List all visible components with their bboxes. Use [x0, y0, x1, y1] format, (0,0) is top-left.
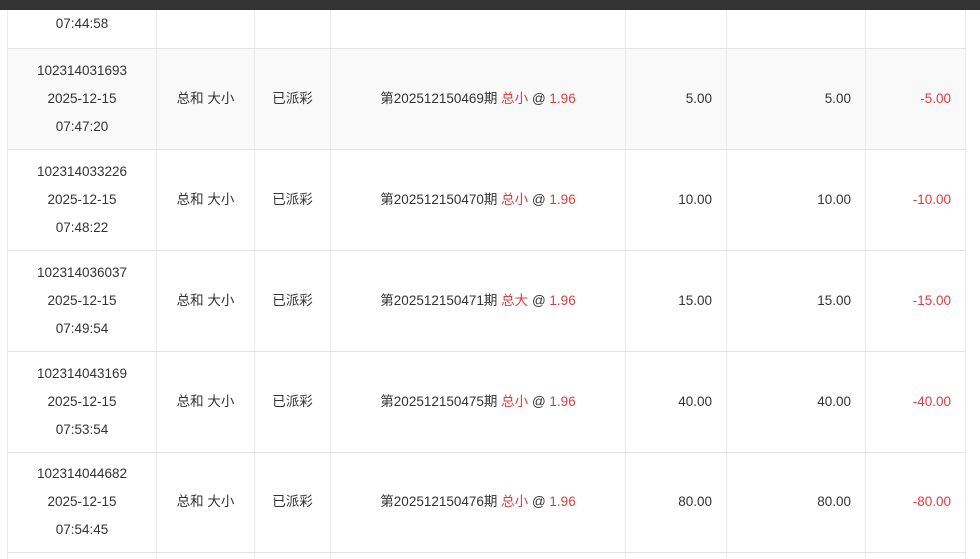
order-time: 07:53:54: [55, 421, 109, 437]
table-row[interactable]: [7, 552, 966, 559]
play-type-cell: [156, 552, 255, 559]
bet-amount-cell: 10.00: [625, 149, 727, 251]
bet-detail-cell: 第202512150475期 总小 @ 1.96: [330, 351, 626, 453]
play-type-cell: 总和 大小: [156, 250, 255, 352]
profit-cell: -80.00: [865, 452, 966, 553]
order-date: 2025-12-15: [47, 494, 117, 509]
valid-amount-cell: 5.00: [726, 48, 866, 150]
order-cell: 07:44:58: [7, 10, 157, 49]
profit-cell: -15.00: [865, 250, 966, 352]
at-symbol: @: [531, 292, 546, 308]
valid-amount-cell: 15.00: [726, 250, 866, 352]
at-symbol: @: [531, 191, 546, 207]
bet-detail-cell: [330, 552, 626, 559]
issue-label: 第202512150476期: [380, 494, 498, 509]
bet-history-table: 07:44:58 102314031693 2025-12-15 07:47:2…: [7, 10, 966, 559]
at-symbol: @: [531, 393, 546, 409]
table-row[interactable]: 07:44:58: [7, 10, 966, 49]
valid-amount-cell: 40.00: [726, 351, 866, 453]
status-cell: 已派彩: [254, 149, 331, 251]
order-date: 2025-12-15: [47, 393, 117, 409]
table-row[interactable]: 102314036037 2025-12-15 07:49:54 总和 大小 已…: [7, 250, 966, 352]
order-cell: 102314033226 2025-12-15 07:48:22: [7, 149, 157, 251]
order-time: 07:44:58: [55, 16, 109, 31]
bet-history-table-container[interactable]: 07:44:58 102314031693 2025-12-15 07:47:2…: [0, 10, 980, 559]
at-symbol: @: [531, 494, 546, 509]
bet-amount-cell: 80.00: [625, 452, 727, 553]
valid-amount-cell: [726, 10, 866, 49]
bet-amount-cell: 15.00: [625, 250, 727, 352]
valid-amount-cell: 80.00: [726, 452, 866, 553]
play-type-cell: 总和 大小: [156, 452, 255, 553]
status-cell: 已派彩: [254, 48, 331, 150]
bet-pick: 总小: [501, 393, 529, 409]
status-cell: [254, 10, 331, 49]
issue-label: 第202512150471期: [380, 292, 498, 308]
odds-value: 1.96: [549, 393, 576, 409]
issue-label: 第202512150470期: [380, 191, 498, 207]
odds-value: 1.96: [549, 90, 576, 106]
table-row[interactable]: 102314033226 2025-12-15 07:48:22 总和 大小 已…: [7, 149, 966, 251]
order-cell: [7, 552, 157, 559]
bet-pick: 总小: [501, 494, 529, 509]
play-type-cell: 总和 大小: [156, 48, 255, 150]
bet-pick: 总大: [501, 292, 529, 308]
bet-history-table-body: 07:44:58 102314031693 2025-12-15 07:47:2…: [7, 10, 966, 559]
bet-detail-cell: 第202512150470期 总小 @ 1.96: [330, 149, 626, 251]
bet-detail-cell: 第202512150476期 总小 @ 1.96: [330, 452, 626, 553]
profit-cell: [865, 10, 966, 49]
odds-value: 1.96: [549, 191, 576, 207]
order-date: 2025-12-15: [47, 292, 117, 308]
status-cell: 已派彩: [254, 452, 331, 553]
profit-cell: -5.00: [865, 48, 966, 150]
profit-cell: -40.00: [865, 351, 966, 453]
order-id: 102314044682: [36, 466, 128, 481]
order-id: 102314036037: [36, 264, 128, 280]
bet-pick: 总小: [501, 191, 529, 207]
bet-amount-cell: 40.00: [625, 351, 727, 453]
table-row[interactable]: 102314043169 2025-12-15 07:53:54 总和 大小 已…: [7, 351, 966, 453]
bet-detail-cell: 第202512150469期 总小 @ 1.96: [330, 48, 626, 150]
odds-value: 1.96: [549, 292, 576, 308]
at-symbol: @: [531, 90, 546, 106]
bet-detail-cell: [330, 10, 626, 49]
order-id: 102314043169: [36, 365, 128, 381]
odds-value: 1.96: [549, 494, 576, 509]
order-id: 102314033226: [36, 163, 128, 179]
order-time: 07:54:45: [55, 522, 109, 537]
order-date: 2025-12-15: [47, 191, 117, 207]
issue-label: 第202512150469期: [380, 90, 498, 106]
status-cell: 已派彩: [254, 250, 331, 352]
order-time: 07:49:54: [55, 320, 109, 336]
bet-amount-cell: [625, 10, 727, 49]
play-type-cell: 总和 大小: [156, 351, 255, 453]
order-cell: 102314036037 2025-12-15 07:49:54: [7, 250, 157, 352]
order-date: 2025-12-15: [47, 90, 117, 106]
profit-cell: [865, 552, 966, 559]
valid-amount-cell: [726, 552, 866, 559]
order-time: 07:47:20: [55, 118, 109, 134]
play-type-cell: [156, 10, 255, 49]
order-time: 07:48:22: [55, 219, 109, 235]
order-cell: 102314043169 2025-12-15 07:53:54: [7, 351, 157, 453]
status-cell: 已派彩: [254, 351, 331, 453]
status-cell: [254, 552, 331, 559]
bet-amount-cell: 5.00: [625, 48, 727, 150]
order-cell: 102314031693 2025-12-15 07:47:20: [7, 48, 157, 150]
bet-amount-cell: [625, 552, 727, 559]
window-top-bar: [0, 0, 980, 10]
order-cell: 102314044682 2025-12-15 07:54:45: [7, 452, 157, 553]
order-id: 102314031693: [36, 62, 128, 78]
play-type-cell: 总和 大小: [156, 149, 255, 251]
table-row[interactable]: 102314044682 2025-12-15 07:54:45 总和 大小 已…: [7, 452, 966, 553]
issue-label: 第202512150475期: [380, 393, 498, 409]
bet-pick: 总小: [501, 90, 529, 106]
bet-detail-cell: 第202512150471期 总大 @ 1.96: [330, 250, 626, 352]
table-row[interactable]: 102314031693 2025-12-15 07:47:20 总和 大小 已…: [7, 48, 966, 150]
valid-amount-cell: 10.00: [726, 149, 866, 251]
profit-cell: -10.00: [865, 149, 966, 251]
